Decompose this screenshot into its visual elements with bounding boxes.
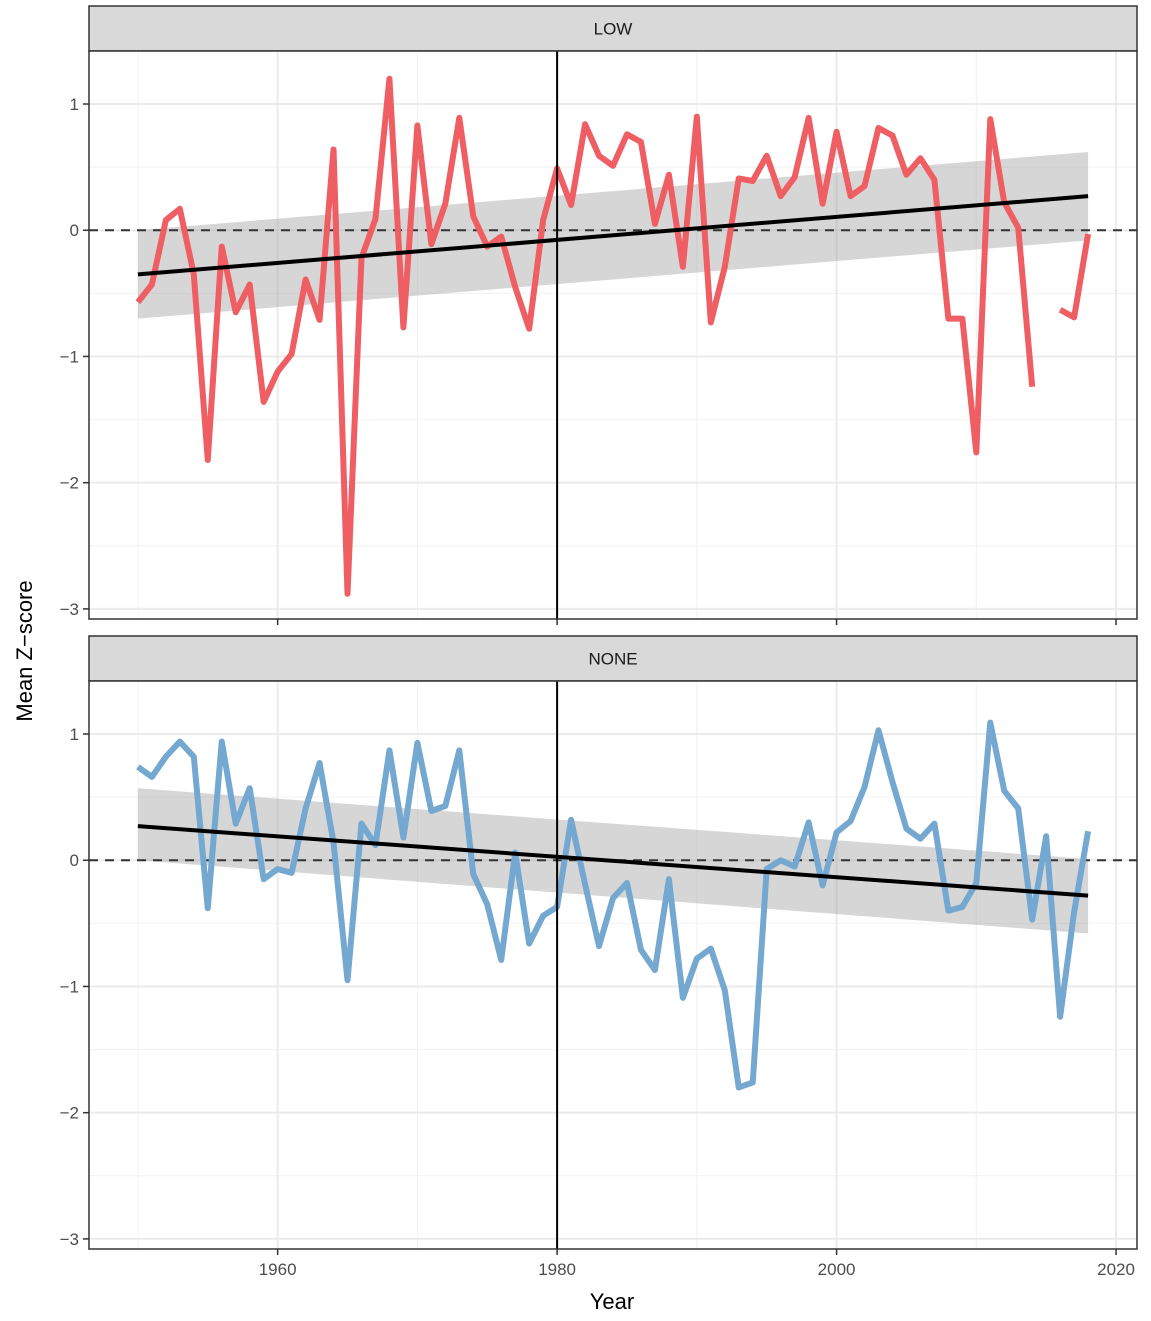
x-tick-label: 2020 xyxy=(1097,1260,1135,1279)
y-tick-label: 0 xyxy=(70,221,79,240)
y-tick-label: −3 xyxy=(60,600,79,619)
x-axis-title: Year xyxy=(590,1289,634,1314)
y-tick-label: 1 xyxy=(70,725,79,744)
y-tick-label: −1 xyxy=(60,977,79,996)
facet-strip-label: LOW xyxy=(594,20,633,39)
y-tick-label: −2 xyxy=(60,474,79,493)
y-tick-label: −2 xyxy=(60,1104,79,1123)
y-tick-label: 0 xyxy=(70,851,79,870)
x-tick-label: 2000 xyxy=(818,1260,856,1279)
y-tick-label: 1 xyxy=(70,95,79,114)
panel-none: NONE 1 0 −1 −2 −3 1960 1980 2000 2020 xyxy=(60,636,1137,1279)
y-tick-label: −1 xyxy=(60,347,79,366)
y-axis-title: Mean Z−score xyxy=(12,580,37,721)
plot-background xyxy=(89,681,1137,1249)
facet-strip-label: NONE xyxy=(588,650,637,669)
x-tick-label: 1980 xyxy=(538,1260,576,1279)
panel-low: LOW 1 0 −1 −2 −3 xyxy=(60,6,1137,625)
x-tick-label: 1960 xyxy=(259,1260,297,1279)
y-tick-label: −3 xyxy=(60,1230,79,1249)
